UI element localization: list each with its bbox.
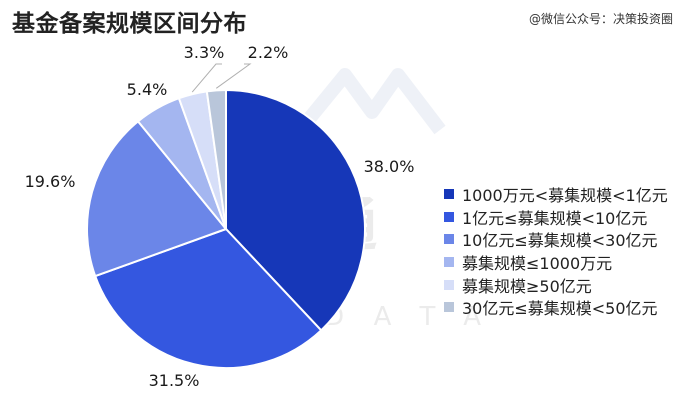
legend-label: 1000万元<募集规模<1亿元 xyxy=(462,186,668,206)
pie-slice xyxy=(205,88,227,230)
data-label: 31.5% xyxy=(149,371,200,390)
data-label: 5.4% xyxy=(127,80,168,99)
legend-swatch xyxy=(444,257,454,268)
legend-swatch xyxy=(444,302,454,313)
legend-item: 募集规模≤1000万元 xyxy=(444,251,668,274)
legend-label: 1亿元≤募集规模<10亿元 xyxy=(462,208,648,228)
pie-slice xyxy=(86,119,228,278)
legend-item: 10亿元≤募集规模<30亿元 xyxy=(444,228,668,251)
legend-label: 10亿元≤募集规模<30亿元 xyxy=(462,231,658,251)
legend-swatch xyxy=(444,189,454,200)
data-label: 38.0% xyxy=(364,157,415,176)
leader-line xyxy=(191,63,222,93)
legend-swatch xyxy=(444,211,454,222)
legend: 1000万元<募集规模<1亿元 1亿元≤募集规模<10亿元 10亿元≤募集规模<30… xyxy=(444,183,668,319)
legend-swatch xyxy=(444,234,454,245)
pie-slice xyxy=(225,88,366,332)
legend-item: 30亿元≤募集规模<50亿元 xyxy=(444,296,668,319)
legend-item: 募集规模≥50亿元 xyxy=(444,273,668,296)
legend-label: 募集规模≤1000万元 xyxy=(462,254,613,274)
source-credit: @微信公众号：决策投资圈 xyxy=(528,12,673,26)
legend-label: 募集规模≥50亿元 xyxy=(462,276,592,296)
legend-swatch xyxy=(444,279,454,290)
leader-line xyxy=(215,63,252,89)
pie-slice xyxy=(93,227,323,369)
data-label: 2.2% xyxy=(248,43,289,62)
chart-title: 基金备案规模区间分布 xyxy=(12,11,247,37)
legend-item: 1亿元≤募集规模<10亿元 xyxy=(444,206,668,229)
data-label: 3.3% xyxy=(184,43,225,62)
legend-label: 30亿元≤募集规模<50亿元 xyxy=(462,299,658,319)
data-label: 19.6% xyxy=(25,172,76,191)
legend-item: 1000万元<募集规模<1亿元 xyxy=(444,183,668,206)
